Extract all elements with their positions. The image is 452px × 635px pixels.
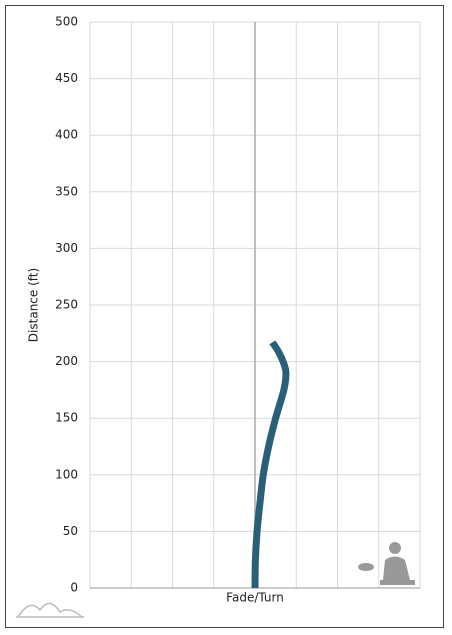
y-tick-label: 150	[55, 411, 78, 425]
y-tick-label: 50	[63, 524, 78, 538]
logo-left	[16, 602, 84, 618]
y-tick-label: 0	[70, 581, 78, 595]
frame	[5, 5, 444, 628]
y-tick-label: 300	[55, 241, 78, 255]
y-tick-label: 500	[55, 15, 78, 29]
y-tick-label: 450	[55, 71, 78, 85]
x-axis-label: Fade/Turn	[226, 591, 284, 605]
y-tick-label: 100	[55, 467, 78, 481]
y-axis-label: Distance (ft)	[27, 268, 41, 342]
logo-right	[358, 542, 415, 585]
y-tick-label: 400	[55, 128, 78, 142]
flight-path	[251, 340, 290, 589]
y-tick-label: 250	[55, 298, 78, 312]
y-tick-label: 200	[55, 354, 78, 368]
y-tick-label: 350	[55, 184, 78, 198]
